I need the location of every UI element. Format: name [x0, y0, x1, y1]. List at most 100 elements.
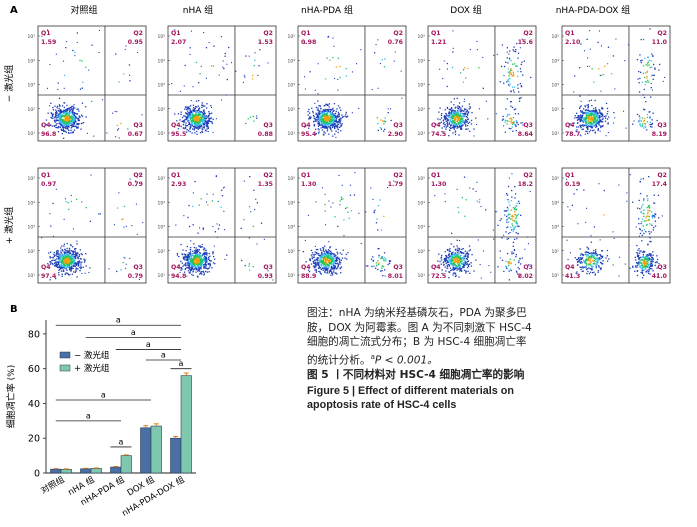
event-dot	[467, 128, 469, 130]
event-dot	[65, 265, 67, 267]
event-dot	[449, 267, 452, 269]
event-dot	[467, 260, 470, 262]
event-dot	[71, 126, 73, 128]
event-dot	[325, 265, 327, 267]
event-dot	[457, 250, 459, 252]
quadrant-q2-label: Q2	[133, 30, 143, 37]
event-dot	[468, 103, 471, 105]
event-dot	[64, 126, 67, 128]
event-dot	[203, 120, 205, 122]
event-dot	[205, 264, 207, 266]
event-dot	[377, 268, 379, 271]
event-dot	[72, 125, 75, 127]
event-dot	[191, 256, 193, 258]
event-dot	[383, 252, 386, 254]
event-dot	[74, 263, 76, 265]
event-dot	[581, 120, 583, 122]
event-dot	[93, 135, 95, 137]
event-dot	[60, 256, 62, 258]
event-dot	[50, 225, 52, 227]
event-dot	[320, 122, 322, 125]
event-dot	[454, 120, 456, 123]
event-dot	[57, 253, 59, 256]
event-dot	[68, 118, 70, 120]
event-dot	[400, 70, 402, 72]
event-dot	[317, 109, 320, 112]
event-dot	[258, 65, 260, 67]
axis-tick-label: 10³	[417, 83, 425, 89]
event-dot	[64, 254, 66, 257]
event-dot	[441, 269, 443, 271]
event-dot	[324, 268, 326, 270]
event-dot	[71, 273, 73, 275]
event-dot	[332, 260, 334, 262]
event-dot	[332, 126, 334, 129]
event-dot	[469, 263, 471, 265]
event-dot	[185, 253, 187, 256]
event-dot	[326, 266, 328, 268]
event-dot	[328, 106, 330, 108]
event-dot	[319, 115, 321, 117]
event-dot	[59, 105, 61, 107]
event-dot	[595, 122, 598, 125]
event-dot	[588, 113, 590, 115]
event-dot	[64, 266, 66, 269]
event-dot	[327, 256, 329, 258]
event-dot	[83, 258, 85, 260]
event-dot	[50, 262, 52, 264]
event-dot	[317, 248, 319, 251]
event-dot	[318, 113, 320, 115]
event-dot	[195, 117, 197, 119]
event-dot	[204, 129, 207, 131]
event-dot	[331, 119, 333, 121]
event-dot	[324, 125, 326, 127]
event-dot	[467, 112, 469, 114]
event-dot	[313, 265, 315, 267]
event-dot	[314, 266, 316, 268]
event-dot	[71, 256, 73, 259]
event-dot	[320, 119, 322, 121]
event-dot	[314, 245, 316, 247]
event-dot	[640, 125, 642, 127]
event-dot	[55, 259, 57, 261]
event-dot	[191, 265, 194, 267]
event-dot	[597, 115, 599, 117]
event-dot	[184, 257, 186, 259]
event-dot	[519, 98, 521, 100]
event-dot	[574, 115, 576, 117]
event-dot	[75, 257, 77, 259]
event-dot	[79, 116, 81, 118]
event-dot	[593, 114, 595, 116]
event-dot	[602, 118, 604, 120]
event-dot	[196, 258, 198, 260]
event-dot	[59, 111, 61, 114]
event-dot	[201, 263, 204, 265]
event-dot	[455, 124, 457, 127]
event-dot	[643, 96, 646, 99]
event-dot	[318, 124, 321, 127]
event-dot	[460, 266, 462, 268]
event-dot	[76, 240, 78, 242]
event-dot	[458, 117, 460, 119]
event-dot	[592, 117, 594, 119]
event-dot	[455, 256, 458, 258]
event-dot	[456, 266, 458, 268]
event-dot	[324, 108, 326, 111]
event-dot	[62, 255, 64, 257]
event-dot	[331, 258, 334, 260]
event-dot	[198, 82, 200, 84]
event-dot	[337, 78, 339, 80]
event-dot	[326, 117, 329, 119]
event-dot	[654, 68, 656, 70]
event-dot	[193, 252, 195, 254]
event-dot	[582, 112, 584, 114]
event-dot	[587, 105, 590, 107]
event-dot	[65, 121, 67, 123]
event-dot	[325, 255, 327, 257]
event-dot	[593, 81, 595, 83]
event-dot	[463, 262, 465, 264]
event-dot	[76, 255, 78, 257]
event-dot	[70, 127, 72, 129]
event-dot	[322, 117, 324, 120]
event-dot	[222, 66, 224, 68]
